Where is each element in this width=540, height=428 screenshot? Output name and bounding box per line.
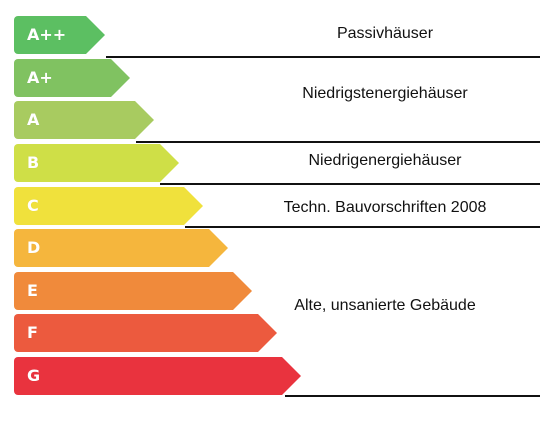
class-label: C [27,196,39,215]
class-arrow-a-plus-plus: A++ [14,16,105,54]
arrow-tip [233,272,252,310]
divider-line [160,183,540,185]
divider-line [185,226,540,228]
divider-line [106,56,540,58]
category-low-energy-houses: Niedrigenergiehäuser [308,152,462,169]
arrow-tip [111,59,130,97]
class-arrow-f: F [14,314,277,352]
class-arrow-d: D [14,229,228,267]
class-arrow-g: G [14,357,301,395]
arrow-tip [282,357,301,395]
arrow-tip [135,101,154,139]
arrow-tip [258,314,277,352]
class-arrow-a: A [14,101,154,139]
class-label: A [27,110,40,129]
class-arrow-e: E [14,272,252,310]
arrow-tip [86,16,105,54]
class-arrow-a-plus: A+ [14,59,130,97]
class-label: A+ [27,68,53,87]
class-arrow-c: C [14,187,203,225]
class-label: D [27,238,41,257]
class-arrow-b: B [14,144,179,182]
class-label: E [27,281,38,300]
class-label: F [27,323,38,342]
divider-line [136,141,540,143]
category-lowest-energy-houses: Niedrigstenergiehäuser [302,85,468,102]
category-building-regulations-2008: Techn. Bauvorschriften 2008 [283,199,487,216]
class-label: G [27,366,41,385]
arrow-tip [209,229,228,267]
category-old-unrenovated-buildings: Alte, unsanierte Gebäude [294,297,476,314]
arrow-tip [184,187,203,225]
class-label: B [27,153,40,172]
arrow-tip [160,144,179,182]
divider-line [285,395,540,397]
category-passive-houses: Passivhäuser [336,25,434,42]
class-label: A++ [27,25,67,44]
